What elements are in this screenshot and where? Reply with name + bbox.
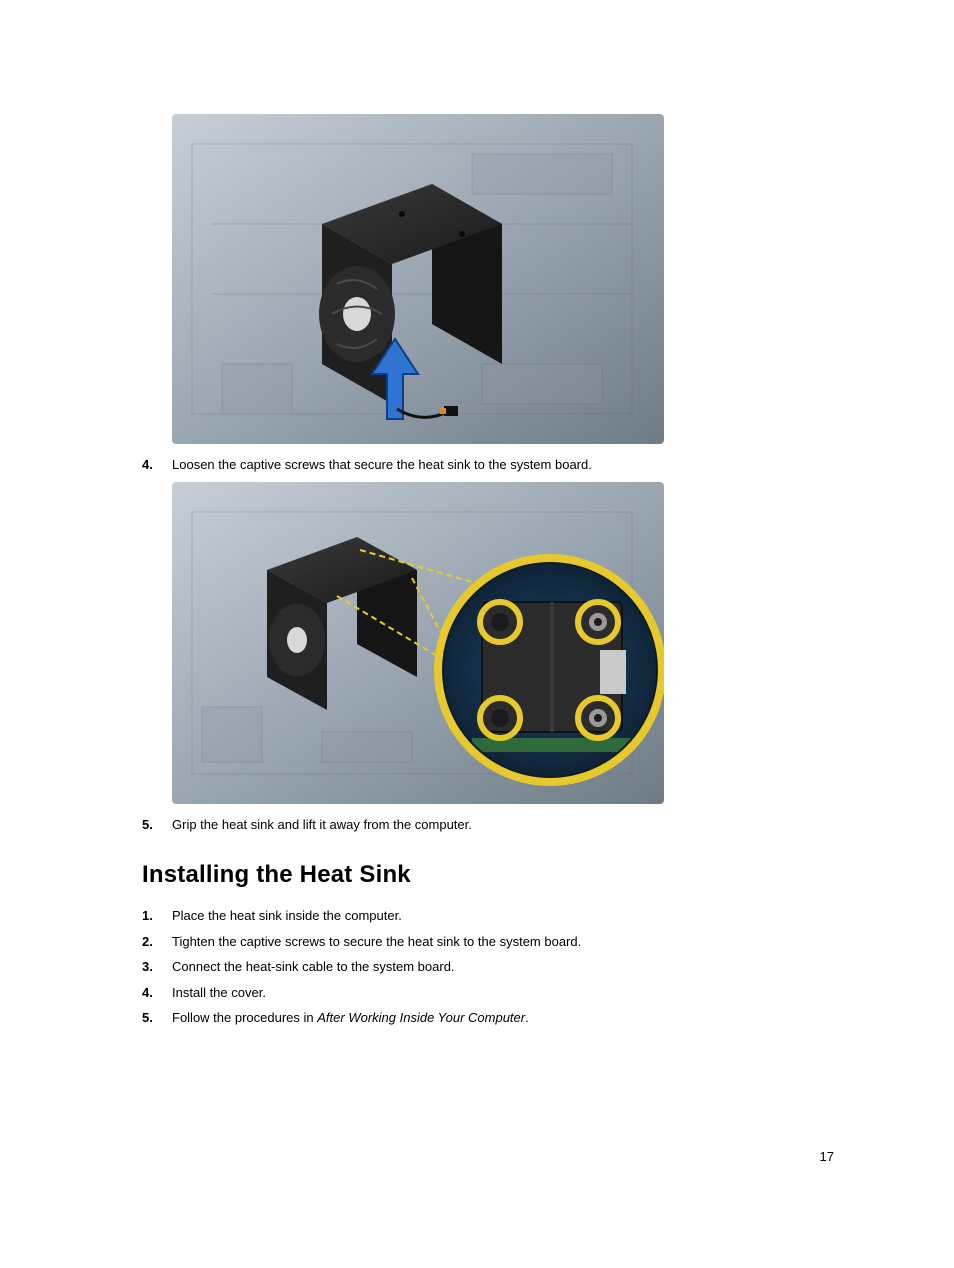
step-text: Place the heat sink inside the computer. <box>172 907 402 925</box>
list-item: 4. Loosen the captive screws that secure… <box>142 456 834 474</box>
step-text-italic: After Working Inside Your Computer <box>317 1010 525 1025</box>
figure-heatsink-lift <box>172 114 664 444</box>
step-number: 3. <box>142 959 172 974</box>
removal-steps-continued: 4. Loosen the captive screws that secure… <box>142 456 834 474</box>
step-text: Tighten the captive screws to secure the… <box>172 933 581 951</box>
list-item: 3. Connect the heat-sink cable to the sy… <box>142 958 834 976</box>
step-text: Install the cover. <box>172 984 266 1002</box>
removal-steps-final: 5. Grip the heat sink and lift it away f… <box>142 816 834 834</box>
section-heading-installing-heat-sink: Installing the Heat Sink <box>142 861 834 889</box>
step-text: Connect the heat-sink cable to the syste… <box>172 958 455 976</box>
step-number: 5. <box>142 817 172 832</box>
step-text: Follow the procedures in After Working I… <box>172 1009 529 1027</box>
step-text: Loosen the captive screws that secure th… <box>172 456 592 474</box>
step-text: Grip the heat sink and lift it away from… <box>172 816 472 834</box>
step-number: 4. <box>142 985 172 1000</box>
figure-heatsink-screws-svg <box>172 482 664 804</box>
figure-heatsink-lift-svg <box>172 114 664 444</box>
step-number: 4. <box>142 457 172 472</box>
step-number: 5. <box>142 1010 172 1025</box>
step-number: 1. <box>142 908 172 923</box>
step-number: 2. <box>142 934 172 949</box>
page-number: 17 <box>820 1149 834 1164</box>
step-text-pre: Follow the procedures in <box>172 1010 317 1025</box>
list-item: 1. Place the heat sink inside the comput… <box>142 907 834 925</box>
figure-heatsink-screws <box>172 482 664 804</box>
install-steps: 1. Place the heat sink inside the comput… <box>142 907 834 1027</box>
zoom-callout <box>438 558 662 782</box>
document-page: 4. Loosen the captive screws that secure… <box>0 0 954 1268</box>
step-text-post: . <box>525 1010 529 1025</box>
list-item: 4. Install the cover. <box>142 984 834 1002</box>
list-item: 5. Grip the heat sink and lift it away f… <box>142 816 834 834</box>
list-item: 5. Follow the procedures in After Workin… <box>142 1009 834 1027</box>
list-item: 2. Tighten the captive screws to secure … <box>142 933 834 951</box>
